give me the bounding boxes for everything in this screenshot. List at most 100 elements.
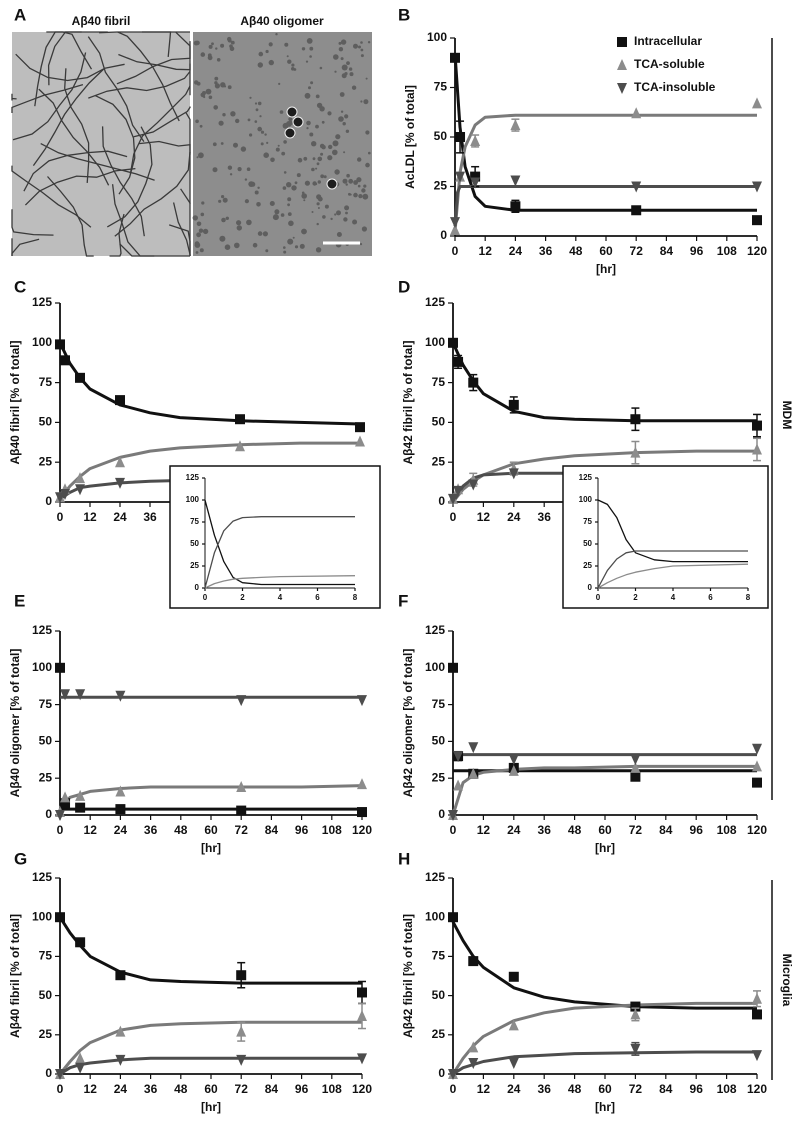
fibril — [133, 106, 191, 138]
data-point — [752, 215, 762, 226]
oligomer-dot — [322, 215, 326, 219]
x-tick-label: 84 — [265, 823, 279, 837]
data-point — [468, 767, 479, 779]
oligomer-dot — [349, 72, 354, 77]
oligomer-dot — [339, 92, 345, 97]
oligomer-dot — [317, 207, 320, 209]
data-point — [508, 1019, 519, 1031]
oligomer-dot — [196, 232, 202, 238]
fit-curve — [452, 1050, 757, 1076]
oligomer-dot — [340, 39, 347, 45]
data-point — [55, 1069, 65, 1080]
data-point — [752, 743, 762, 755]
oligomer-dot — [282, 186, 287, 190]
legend-marker — [617, 37, 627, 47]
oligomer-dot — [255, 108, 259, 112]
y-tick-label: 125 — [425, 623, 445, 637]
data-point — [236, 1025, 247, 1037]
aggregate — [286, 106, 298, 118]
oligomer-dot — [257, 62, 263, 68]
oligomer-dot — [199, 124, 203, 128]
oligomer-dot — [262, 231, 268, 237]
y-tick-label: 25 — [39, 770, 53, 784]
data-point — [630, 446, 641, 458]
x-tick-label: 48 — [568, 1082, 582, 1096]
y-axis-label: Aβ40 fibril [% of total] — [8, 914, 22, 1038]
x-tick-label: 0 — [452, 244, 459, 258]
data-point — [357, 695, 367, 707]
oligomer-dot — [315, 247, 322, 253]
oligomer-dot — [294, 181, 298, 185]
x-tick-label: 2 — [633, 593, 638, 602]
legend-marker — [617, 59, 627, 70]
data-point — [236, 805, 247, 816]
x-axis-label: [hr] — [595, 1100, 615, 1114]
oligomer-dot — [227, 85, 232, 90]
oligomer-dot — [360, 41, 363, 44]
data-point — [448, 912, 458, 923]
oligomer-dot — [200, 212, 205, 217]
oligomer-dot — [316, 162, 320, 166]
x-tick-label: 72 — [235, 1082, 249, 1096]
oligomer-dot — [211, 42, 214, 46]
oligomer-dot — [361, 226, 367, 232]
y-tick-label: 50 — [432, 415, 446, 429]
chart: D025507510012501224364860728496108120[hr… — [398, 277, 767, 542]
oligomer-dot — [194, 242, 201, 248]
y-tick-label: 75 — [583, 517, 592, 526]
x-tick-label: 0 — [57, 1082, 64, 1096]
oligomer-dot — [272, 214, 279, 221]
oligomer-dot — [198, 152, 204, 159]
data-point — [752, 181, 762, 193]
x-tick-label: 36 — [538, 823, 552, 837]
oligomer-dot — [357, 157, 362, 162]
oligomer-dot — [233, 142, 238, 148]
fit-curve — [453, 113, 757, 233]
y-tick-label: 75 — [432, 697, 446, 711]
data-point — [236, 1054, 247, 1066]
oligomer-dot — [275, 147, 280, 152]
oligomer-dot — [292, 236, 295, 239]
data-point — [55, 810, 65, 821]
oligomer-dot — [332, 149, 338, 156]
oligomer-dot — [202, 91, 206, 95]
oligomer-dot — [360, 54, 364, 58]
data-point — [357, 807, 367, 818]
micrograph-fibril — [12, 32, 190, 256]
y-tick-label: 25 — [39, 454, 53, 468]
oligomer-dot — [320, 174, 325, 179]
oligomer-dot — [358, 194, 363, 199]
fit-curve — [597, 563, 749, 589]
oligomer-dot — [201, 201, 205, 205]
x-tick-label: 108 — [322, 823, 342, 837]
fit-curve — [204, 516, 355, 589]
data-point — [60, 689, 71, 701]
oligomer-dot — [263, 152, 270, 158]
oligomer-dot — [315, 124, 319, 129]
oligomer-dot — [330, 217, 333, 221]
y-tick-label: 0 — [45, 494, 52, 508]
x-tick-label: 36 — [144, 1082, 158, 1096]
data-point — [115, 1025, 126, 1037]
oligomer-dot — [338, 41, 342, 45]
panel-letter: E — [14, 591, 25, 610]
oligomer-dot — [218, 199, 222, 203]
x-tick-label: 0 — [450, 1082, 457, 1096]
oligomer-dot — [208, 95, 213, 100]
data-point — [468, 479, 479, 491]
x-tick-label: 24 — [113, 510, 127, 524]
y-tick-label: 25 — [432, 770, 446, 784]
data-point — [508, 1058, 519, 1070]
fit-curve — [451, 449, 757, 503]
oligomer-dot — [310, 81, 314, 85]
data-point — [508, 468, 519, 480]
oligomer-dot — [365, 130, 370, 135]
x-tick-label: 12 — [477, 823, 491, 837]
data-point — [115, 690, 126, 702]
oligomer-dot — [311, 167, 315, 172]
oligomer-dot — [257, 231, 263, 236]
data-point — [75, 1052, 86, 1064]
fibril — [38, 88, 110, 186]
oligomer-dot — [286, 182, 292, 188]
